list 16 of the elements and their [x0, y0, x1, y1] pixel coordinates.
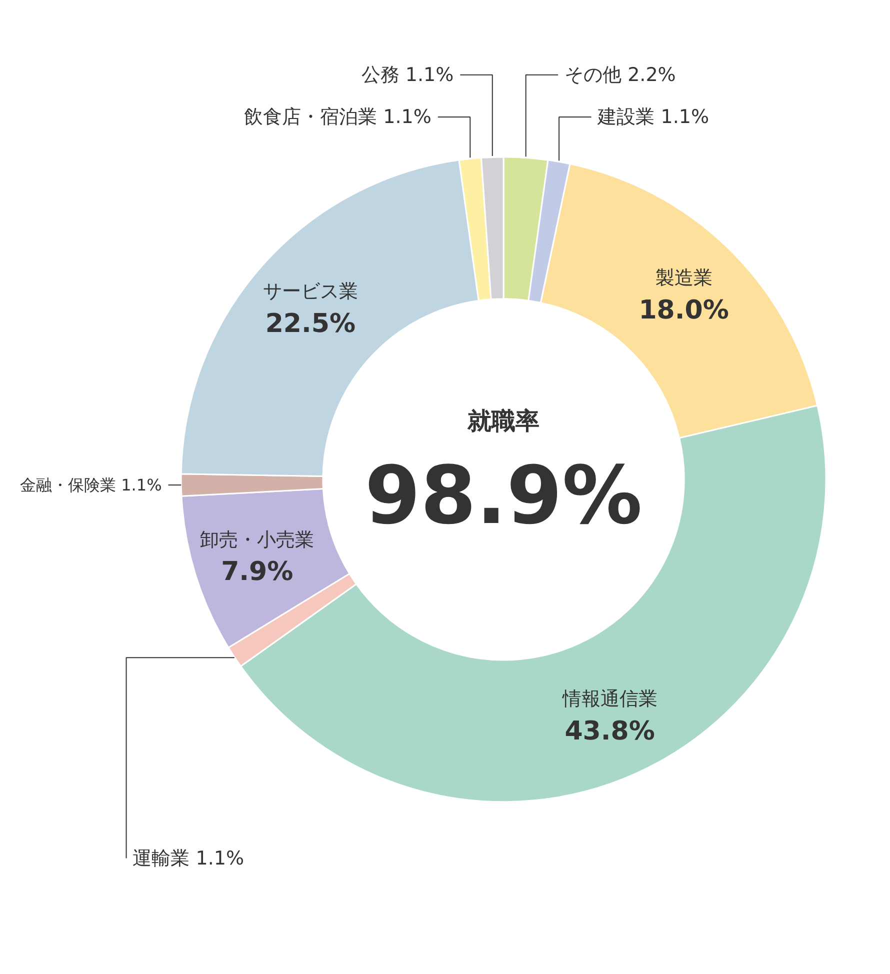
- slice-label: 建設業 1.1%: [596, 106, 710, 128]
- data-label: 43.8%: [564, 716, 655, 746]
- text: 98.9%: [364, 449, 642, 542]
- slice-label: 運輸業 1.1%: [132, 847, 244, 870]
- slice-label: 飲食店・宿泊業 1.1%: [244, 106, 432, 128]
- text: 就職率: [466, 407, 540, 436]
- slice-label: その他 2.2%: [564, 64, 676, 86]
- data-label: 22.5%: [265, 308, 356, 339]
- slice-label: 情報通信業: [561, 688, 658, 710]
- slice-label: 卸売・小売業: [200, 528, 314, 551]
- slice-label: 金融・保険業 1.1%: [20, 476, 162, 495]
- slice-label: 公務 1.1%: [361, 64, 454, 86]
- slice-label: 製造業: [655, 267, 712, 290]
- data-label: 18.0%: [638, 295, 729, 326]
- data-label: 7.9%: [221, 557, 294, 588]
- slice-label: サービス業: [262, 280, 358, 303]
